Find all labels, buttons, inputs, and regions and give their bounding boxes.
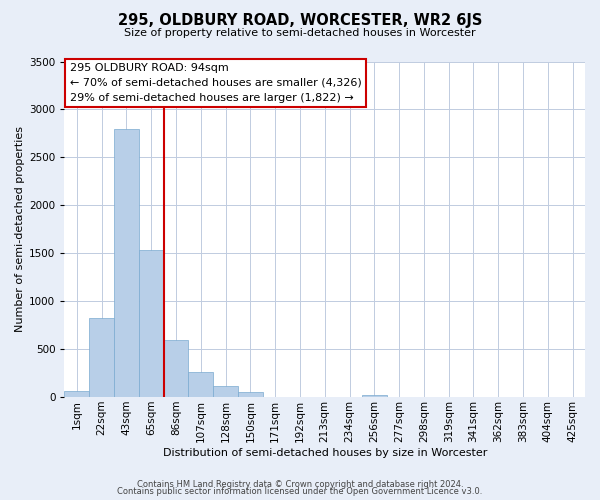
Bar (213, 386, 238, 397)
Bar (89, 318, 114, 397)
X-axis label: Distribution of semi-detached houses by size in Worcester: Distribution of semi-detached houses by … (163, 448, 487, 458)
Text: Contains HM Land Registry data © Crown copyright and database right 2024.: Contains HM Land Registry data © Crown c… (137, 480, 463, 489)
Bar (188, 372, 213, 397)
Bar (164, 340, 188, 397)
Text: 295, OLDBURY ROAD, WORCESTER, WR2 6JS: 295, OLDBURY ROAD, WORCESTER, WR2 6JS (118, 12, 482, 28)
Bar (238, 392, 263, 397)
Y-axis label: Number of semi-detached properties: Number of semi-detached properties (15, 126, 25, 332)
Text: 295 OLDBURY ROAD: 94sqm
← 70% of semi-detached houses are smaller (4,326)
29% of: 295 OLDBURY ROAD: 94sqm ← 70% of semi-de… (70, 63, 361, 103)
Text: Size of property relative to semi-detached houses in Worcester: Size of property relative to semi-detach… (124, 28, 476, 38)
Bar (114, 128, 139, 397)
Bar (139, 250, 164, 397)
Text: Contains public sector information licensed under the Open Government Licence v3: Contains public sector information licen… (118, 488, 482, 496)
Bar (64, 392, 89, 397)
Bar (362, 395, 386, 397)
